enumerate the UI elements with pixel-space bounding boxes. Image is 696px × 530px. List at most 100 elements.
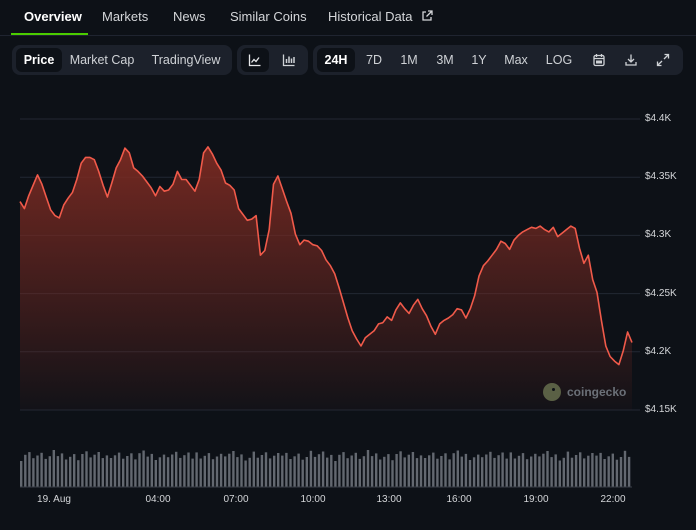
x-tick-label: 19. Aug bbox=[37, 494, 71, 505]
volume-bar bbox=[44, 458, 47, 487]
volume-bar bbox=[566, 451, 570, 487]
volume-bar bbox=[517, 455, 521, 487]
volume-bar bbox=[436, 458, 439, 487]
y-tick-label: $4.3K bbox=[645, 229, 672, 240]
range-1y-button[interactable]: 1Y bbox=[471, 53, 487, 67]
bar-chart-icon bbox=[282, 54, 295, 67]
volume-bar bbox=[383, 456, 386, 487]
volume-bar bbox=[403, 457, 406, 487]
volume-bar bbox=[375, 453, 378, 487]
volume-bar bbox=[150, 453, 153, 487]
tab-overview[interactable]: Overview bbox=[24, 9, 82, 24]
volume-bar bbox=[146, 456, 149, 487]
volume-bar bbox=[32, 458, 35, 487]
y-tick-label: $4.25K bbox=[645, 288, 677, 299]
volume-bar bbox=[93, 454, 96, 487]
volume-bar bbox=[452, 453, 455, 487]
volume-bar bbox=[219, 453, 223, 487]
market-cap-button[interactable]: Market Cap bbox=[69, 53, 135, 67]
volume-bar bbox=[199, 458, 202, 487]
volume-bar bbox=[346, 458, 349, 487]
watermark-text: coingecko bbox=[567, 385, 627, 399]
volume-bar bbox=[370, 456, 374, 487]
volume-bar bbox=[317, 454, 321, 487]
volume-bar bbox=[166, 457, 170, 487]
volume-bar bbox=[546, 451, 549, 487]
volume-bar bbox=[28, 452, 31, 487]
volume-bar bbox=[273, 455, 276, 487]
volume-bar bbox=[122, 458, 125, 487]
volume-bar bbox=[607, 456, 610, 487]
tab-historical-data[interactable]: Historical Data bbox=[328, 0, 433, 34]
date-picker-button[interactable] bbox=[585, 48, 613, 72]
volume-bar bbox=[24, 454, 27, 487]
volume-bar bbox=[20, 461, 23, 487]
tab-news[interactable]: News bbox=[173, 9, 206, 24]
tabs-divider bbox=[0, 35, 696, 36]
volume-bar bbox=[256, 457, 259, 487]
tab-similar-coins[interactable]: Similar Coins bbox=[230, 9, 307, 24]
volume-bar bbox=[69, 456, 72, 487]
tab-markets[interactable]: Markets bbox=[102, 9, 149, 24]
volume-bar bbox=[109, 458, 113, 487]
volume-bar bbox=[481, 457, 484, 487]
price-button[interactable]: Price bbox=[16, 48, 62, 72]
volume-bar bbox=[285, 452, 288, 487]
volume-bar bbox=[191, 458, 194, 487]
volume-bar bbox=[472, 457, 476, 487]
range-7d-button[interactable]: 7D bbox=[366, 53, 382, 67]
volume-bar bbox=[615, 459, 619, 487]
volume-bars bbox=[20, 450, 632, 488]
volume-bar bbox=[195, 452, 198, 487]
volume-bar bbox=[101, 458, 104, 487]
chart-style-toggle bbox=[237, 45, 308, 75]
volume-bar bbox=[485, 454, 488, 487]
active-tab-indicator bbox=[11, 33, 88, 35]
download-button[interactable] bbox=[617, 48, 645, 72]
fullscreen-button[interactable] bbox=[649, 48, 677, 72]
range-1m-button[interactable]: 1M bbox=[400, 53, 418, 67]
volume-bar bbox=[366, 450, 370, 487]
volume-bar bbox=[419, 455, 423, 487]
volume-bar bbox=[554, 454, 557, 487]
volume-bar bbox=[73, 454, 76, 487]
price-line bbox=[19, 146, 633, 366]
volume-bar bbox=[183, 455, 186, 487]
volume-bar bbox=[489, 451, 492, 487]
y-tick-label: $4.2K bbox=[645, 346, 672, 357]
volume-bar bbox=[313, 456, 317, 487]
volume-bar bbox=[587, 455, 590, 487]
fullscreen-icon bbox=[656, 53, 670, 67]
volume-bar bbox=[591, 453, 594, 487]
range-max-button[interactable]: Max bbox=[504, 53, 528, 67]
log-scale-button[interactable]: LOG bbox=[545, 53, 573, 67]
x-tick-label: 10:00 bbox=[300, 494, 326, 505]
volume-bar bbox=[599, 452, 602, 487]
download-icon bbox=[625, 54, 637, 66]
range-3m-button[interactable]: 3M bbox=[436, 53, 454, 67]
volume-bar bbox=[542, 453, 545, 487]
volume-bar bbox=[330, 454, 333, 487]
volume-bar bbox=[501, 452, 504, 487]
volume-bar bbox=[40, 452, 43, 487]
volume-bar bbox=[305, 457, 308, 487]
range-24h-button[interactable]: 24H bbox=[317, 48, 355, 72]
volume-bar bbox=[407, 454, 410, 487]
volume-bar bbox=[126, 456, 129, 487]
volume-bar bbox=[623, 450, 627, 487]
volume-bar bbox=[354, 452, 357, 487]
line-chart-button[interactable] bbox=[241, 48, 269, 72]
x-tick-label: 07:00 bbox=[223, 494, 249, 505]
bar-chart-button[interactable] bbox=[275, 48, 303, 72]
volume-bar bbox=[130, 453, 133, 487]
volume-bar bbox=[228, 453, 231, 487]
volume-bar bbox=[415, 458, 419, 487]
x-tick-label: 13:00 bbox=[376, 494, 402, 505]
tradingview-button[interactable]: TradingView bbox=[151, 53, 221, 67]
volume-bar bbox=[342, 452, 345, 487]
volume-bar bbox=[513, 458, 517, 487]
volume-bar bbox=[534, 453, 537, 487]
volume-bar bbox=[611, 453, 614, 487]
volume-bar bbox=[379, 459, 382, 487]
